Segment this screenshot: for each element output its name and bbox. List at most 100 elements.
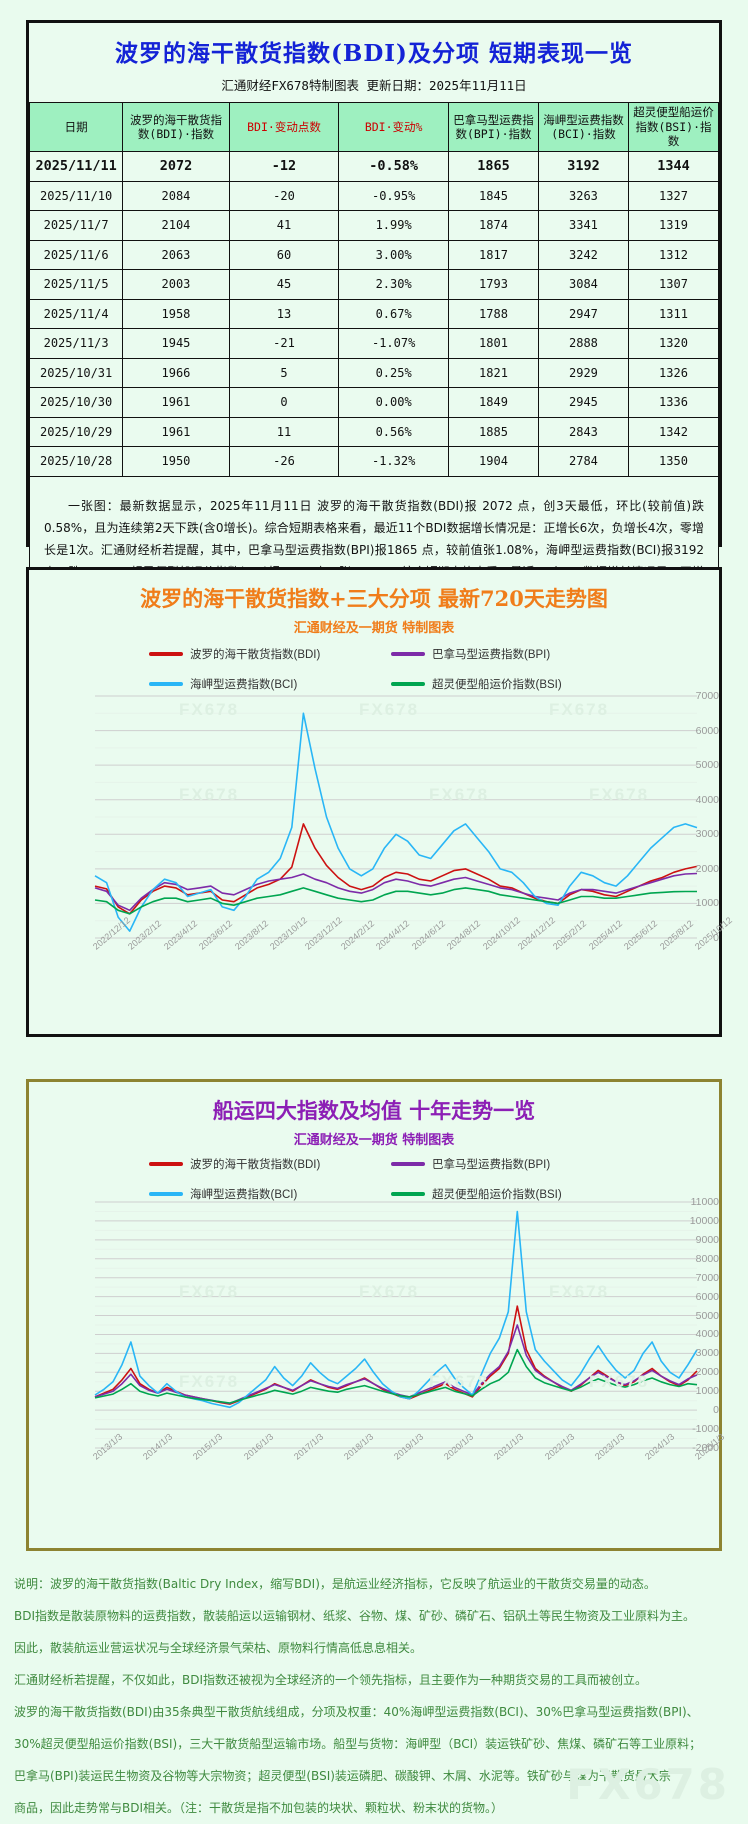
watermark-fx678: FX678 (429, 785, 490, 804)
col-header-bdi-change-pct: BDI·变动% (338, 102, 449, 152)
legend-label-bsi: 超灵便型船运价指数(BSI) (432, 679, 562, 691)
cell-chg: -21 (228, 328, 340, 359)
cell-date: 2025/11/11 (28, 151, 124, 182)
footer-line-2: BDI指数是散装原物料的运费指数，散装船运以运输钢材、纸浆、谷物、煤、矿砂、磷矿… (14, 1609, 696, 1623)
table-header-row: 日期 波罗的海干散货指数(BDI)·指数 BDI·变动点数 BDI·变动% 巴拿… (28, 102, 720, 152)
cell-chg: 60 (228, 239, 340, 270)
legend-swatch-bsi (391, 1192, 425, 1196)
cell-pct: 0.56% (338, 416, 449, 447)
legend-item-bci: 海岬型运费指数(BCI) (149, 1186, 377, 1202)
legend-item-bsi: 超灵便型船运价指数(BSI) (391, 676, 619, 692)
y-axis-tick-label: 0 (713, 932, 719, 944)
y-axis-tick-label: 5000 (695, 759, 719, 772)
chart720-subtitle: 汇通财经及一期货 特制图表 (293, 621, 455, 636)
cell-bsi: 1319 (627, 210, 720, 241)
watermark-fx678: FX678 (179, 785, 240, 804)
cell-bci: 2784 (537, 446, 629, 477)
watermark-fx678: FX678 (359, 700, 420, 719)
watermark-fx678: FX678 (359, 1282, 420, 1301)
y-axis-tick-label: 6000 (695, 724, 719, 737)
cell-bsi: 1311 (627, 298, 720, 329)
legend-label-bci: 海岬型运费指数(BCI) (190, 679, 298, 691)
cell-bpi: 1817 (447, 239, 539, 270)
table-body: 2025/11/11 2072 -12 -0.58% 1865 3192 134… (28, 151, 720, 617)
cell-bpi: 1793 (447, 269, 539, 300)
cell-pct: 0.67% (338, 298, 449, 329)
footer-line-3: 因此，散装航运业营运状况与全球经济景气荣枯、原物料行情高低息息相关。 (14, 1641, 423, 1655)
watermark-fx678: FX678 (566, 1760, 730, 1809)
watermark-fx678: FX678 (179, 1282, 240, 1301)
legend-swatch-bpi (391, 652, 425, 656)
y-axis-tick-label: 2000 (695, 1366, 719, 1379)
y-axis-tick-label: 11000 (690, 1196, 719, 1208)
table-row: 2025/11/4 1958 13 0.67% 1788 2947 1311 (28, 298, 720, 329)
cell-bdi: 2003 (122, 269, 230, 300)
cell-bdi: 1961 (122, 387, 230, 418)
cell-pct: 0.25% (338, 357, 449, 388)
cell-chg: -26 (228, 446, 340, 477)
cell-bpi: 1874 (447, 210, 539, 241)
chart-card-10year: 船运四大指数及均值 十年走势一览 汇通财经及一期货 特制图表 波罗的海干散货指数… (26, 1079, 726, 1551)
footer-description: 说明：波罗的海干散货指数(Baltic Dry Index，缩写BDI)，是航运… (0, 1565, 748, 1815)
chart720-legend: 波罗的海干散货指数(BDI) 巴拿马型运费指数(BPI) 海岬型运费指数(BCI… (149, 646, 619, 692)
footer-line-6: 30%超灵便型船运价指数(BSI)，三大干散货船型运输市场。船型与货物：海岬型（… (14, 1737, 702, 1751)
watermark-fx678: FX678 (549, 1282, 610, 1301)
legend-label-bci: 海岬型运费指数(BCI) (190, 1189, 298, 1201)
cell-bpi: 1845 (447, 180, 539, 211)
footer-line-5: 波罗的海干散货指数(BDI)由35条典型干散货航线组成，分项及权重：40%海岬型… (14, 1705, 699, 1719)
cell-date: 2025/11/3 (28, 328, 124, 359)
cell-bci: 2888 (537, 328, 629, 359)
cell-bsi: 1327 (627, 180, 720, 211)
cell-pct: 3.00% (338, 239, 449, 270)
table-row: 2025/11/3 1945 -21 -1.07% 1801 2888 1320 (28, 328, 720, 359)
table-subtitle: 汇通财经FX678特制图表 更新日期：2025年11月11日 (221, 78, 527, 93)
footer-line-4: 汇通财经析若提醒，不仅如此，BDI指数还被视为全球经济的一个领先指标，且主要作为… (14, 1673, 648, 1687)
col-header-bsi: 超灵便型船运价指数(BSI)·指数 (627, 102, 720, 152)
footer-line-1: 说明：波罗的海干散货指数(Baltic Dry Index，缩写BDI)，是航运… (14, 1577, 656, 1591)
cell-bpi: 1865 (447, 151, 539, 182)
cell-date: 2025/11/10 (28, 180, 124, 211)
y-axis-tick-label: 6000 (695, 1290, 719, 1303)
legend-swatch-bci (149, 1192, 183, 1196)
cell-pct: 2.30% (338, 269, 449, 300)
cell-date: 2025/10/30 (28, 387, 124, 418)
watermark-fx678: FX678 (549, 700, 610, 719)
table-row: 2025/11/6 2063 60 3.00% 1817 3242 1312 (28, 239, 720, 270)
chart-card-720day: 波罗的海干散货指数+三大分项 最新720天走势图 汇通财经及一期货 特制图表 波… (26, 567, 734, 1037)
y-axis-tick-label: 1000 (695, 897, 719, 910)
footer-line-8: 商品，因此走势常与BDI相关。（注：干散货是指不加包装的块状、颗粒状、粉末状的货… (14, 1801, 504, 1815)
legend-label-bsi: 超灵便型船运价指数(BSI) (432, 1189, 562, 1201)
cell-bci: 2929 (537, 357, 629, 388)
page-title: 波罗的海干散货指数(BDI)及分项 短期表现一览 (115, 40, 633, 67)
cell-pct: -1.32% (338, 446, 449, 477)
col-header-date: 日期 (28, 102, 124, 152)
legend-swatch-bdi (149, 1162, 183, 1166)
table-row: 2025/10/30 1961 0 0.00% 1849 2945 1336 (28, 387, 720, 418)
cell-bdi: 1961 (122, 416, 230, 447)
legend-swatch-bpi (391, 1162, 425, 1166)
y-axis-tick-label: 1000 (695, 1385, 719, 1398)
cell-chg: 5 (228, 357, 340, 388)
y-axis-tick-label: 4000 (695, 793, 719, 806)
cell-chg: 41 (228, 210, 340, 241)
legend-item-bpi: 巴拿马型运费指数(BPI) (391, 646, 619, 662)
cell-bpi: 1821 (447, 357, 539, 388)
cell-bdi: 2072 (122, 151, 230, 182)
cell-date: 2025/11/7 (28, 210, 124, 241)
chart720-plot-area: 0 1000 2000 3000 4000 5000 6000 7000 2022/12/12 2… (29, 570, 734, 1034)
legend-item-bsi: 超灵便型船运价指数(BSI) (391, 1186, 619, 1202)
series-line (94, 1348, 698, 1404)
legend-label-bpi: 巴拿马型运费指数(BPI) (432, 1159, 551, 1171)
cell-bpi: 1788 (447, 298, 539, 329)
bdi-table: 日期 波罗的海干散货指数(BDI)·指数 BDI·变动点数 BDI·变动% 巴拿… (28, 102, 720, 617)
cell-date: 2025/10/29 (28, 416, 124, 447)
footer-line-7: 巴拿马(BPI)装运民生物资及谷物等大宗物资；超灵便型(BSI)装运磷肥、碳酸钾… (14, 1769, 671, 1783)
cell-bci: 3341 (537, 210, 629, 241)
cell-pct: -1.07% (338, 328, 449, 359)
watermark-fx678: FX678 (429, 1372, 490, 1391)
cell-pct: -0.58% (338, 151, 449, 182)
cell-bdi: 2084 (122, 180, 230, 211)
y-axis-tick-label: 5000 (695, 1309, 719, 1322)
legend-swatch-bci (149, 682, 183, 686)
table-row: 2025/11/5 2003 45 2.30% 1793 3084 1307 (28, 269, 720, 300)
